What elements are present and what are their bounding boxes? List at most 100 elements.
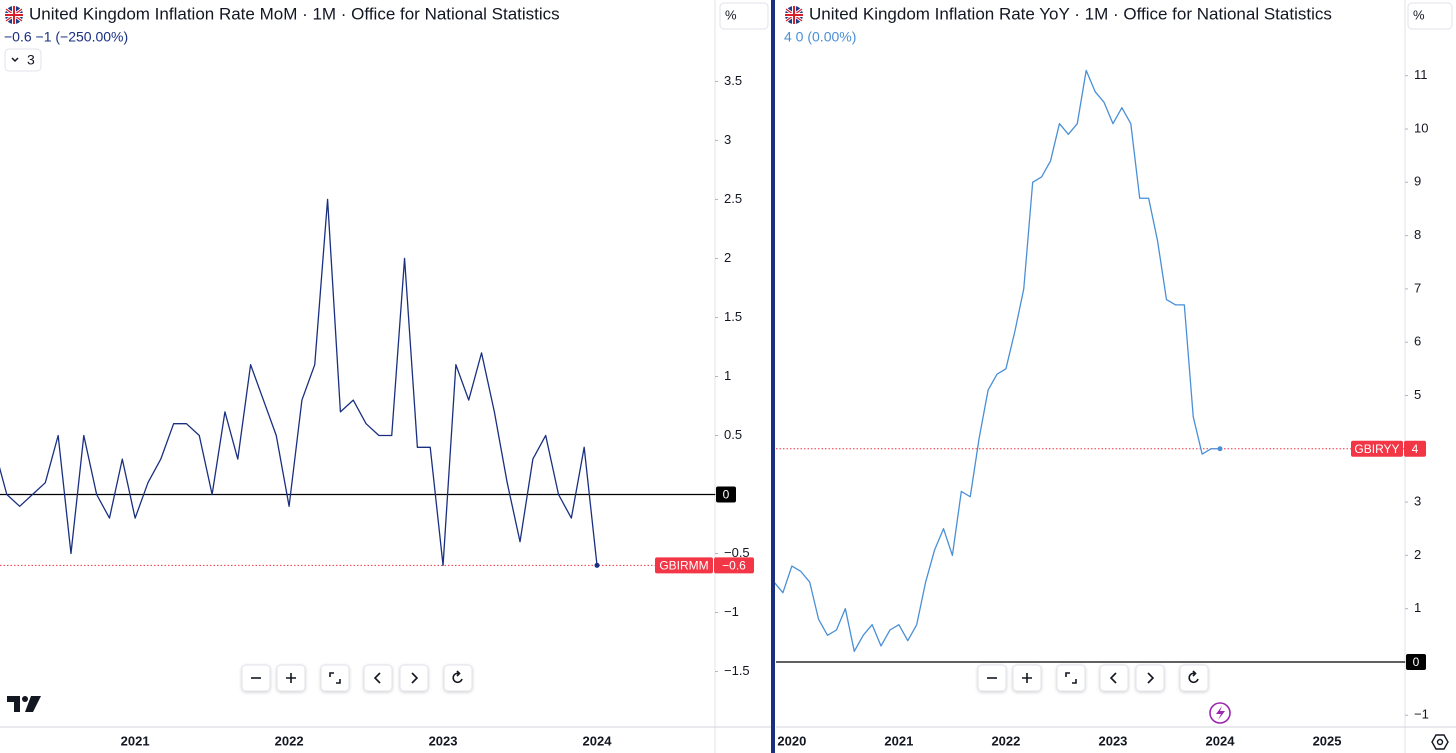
y-tick-label: 10 — [1414, 120, 1428, 135]
button-icon — [329, 672, 341, 684]
series-name-badge: GBIRYY — [1351, 440, 1403, 457]
series-name-badge-bg — [1351, 440, 1403, 457]
last-point — [594, 562, 600, 568]
button-bg — [363, 664, 393, 692]
series-line — [0, 198, 598, 566]
y-tick-label: −1 — [1414, 707, 1429, 722]
button-icon — [1109, 672, 1117, 684]
scroll-left-button[interactable] — [1099, 664, 1129, 692]
fullscreen-button[interactable] — [320, 664, 350, 692]
settings-icon[interactable] — [1431, 734, 1449, 750]
x-tick-label: 2023 — [429, 733, 458, 748]
y-tick-label: 11 — [1414, 67, 1428, 82]
zoom-in-button[interactable] — [276, 664, 306, 692]
series-name-badge-bg — [655, 557, 713, 574]
y-tick-label: −0.5 — [724, 545, 750, 560]
last-point — [1217, 446, 1223, 452]
button-icon — [373, 672, 381, 684]
last-value-badge-bg — [1404, 440, 1426, 457]
zero-badge-bg — [716, 486, 736, 503]
y-tick-label: 9 — [1414, 174, 1421, 189]
pane-divider — [771, 0, 775, 753]
y-tick-label: −1 — [724, 604, 739, 619]
series-name-badge-text: GBIRMM — [659, 558, 708, 572]
reset-button[interactable] — [1179, 664, 1209, 692]
unit-button[interactable]: % — [1407, 2, 1453, 30]
y-tick-label: 2 — [724, 250, 731, 265]
flag-icon — [785, 6, 803, 24]
x-tick-label: 2022 — [275, 733, 304, 748]
x-tick-label: 2023 — [1098, 733, 1127, 748]
zero-badge: 0 — [716, 486, 736, 503]
button-icon — [286, 673, 296, 683]
y-tick-label: 0.5 — [724, 427, 742, 442]
button-bg — [1056, 664, 1086, 692]
button-icon — [1147, 672, 1155, 684]
y-tick-label: 5 — [1414, 387, 1421, 402]
x-tick-label: 2021 — [121, 733, 150, 748]
y-tick-label: 1 — [724, 368, 731, 383]
lightning-icon[interactable] — [1209, 702, 1231, 724]
y-tick-label: 1.5 — [724, 309, 742, 324]
unit-button[interactable]: % — [719, 2, 769, 30]
button-bg — [320, 664, 350, 692]
zoom-in-button[interactable] — [1012, 664, 1042, 692]
fullscreen-button[interactable] — [1056, 664, 1086, 692]
last-value-badge: 4 — [1404, 440, 1426, 457]
reset-button[interactable] — [443, 664, 473, 692]
indicator-count: 3 — [27, 52, 35, 68]
unit-label: % — [1413, 7, 1425, 22]
zero-badge-text: 0 — [723, 488, 730, 502]
button-bg — [443, 664, 473, 692]
x-tick-label: 2022 — [991, 733, 1020, 748]
y-tick-label: 3 — [1414, 494, 1421, 509]
zero-badge-text: 0 — [1413, 655, 1420, 669]
last-value-badge: −0.6 — [714, 557, 754, 574]
plot-layer: −1.5−1−0.500.511.522.533.520212022202320… — [0, 67, 1429, 748]
unit-label: % — [725, 7, 737, 22]
button-icon — [452, 670, 463, 684]
series-name-badge-text: GBIRYY — [1354, 442, 1399, 456]
y-tick-label: −1.5 — [724, 663, 750, 678]
x-tick-label: 2024 — [1206, 733, 1236, 748]
y-tick-label: 3.5 — [724, 73, 742, 88]
legend-readout: −0.6 −1 (−250.00%) — [4, 29, 128, 45]
series-line — [773, 69, 1220, 652]
y-tick-label: 8 — [1414, 227, 1421, 242]
scroll-right-button[interactable] — [1135, 664, 1165, 692]
x-tick-label: 2020 — [777, 733, 806, 748]
x-tick-label: 2021 — [884, 733, 913, 748]
button-bg — [1179, 664, 1209, 692]
x-tick-label: 2024 — [583, 733, 613, 748]
button-bg — [1135, 664, 1165, 692]
y-tick-label: 3 — [724, 132, 731, 147]
scroll-left-button[interactable] — [363, 664, 393, 692]
last-value-badge-text: −0.6 — [722, 558, 746, 572]
button-icon — [1188, 670, 1199, 684]
y-tick-label: 2 — [1414, 547, 1421, 562]
button-bg — [1099, 664, 1129, 692]
y-tick-label: 6 — [1414, 334, 1421, 349]
zero-badge-bg — [1406, 653, 1426, 670]
scroll-right-button[interactable] — [399, 664, 429, 692]
button-icon — [1065, 672, 1077, 684]
y-tick-label: 1 — [1414, 600, 1421, 615]
legend-readout: 4 0 (0.00%) — [784, 29, 856, 45]
button-bg — [399, 664, 429, 692]
last-value-badge-text: 4 — [1412, 442, 1419, 456]
last-value-badge-bg — [714, 557, 754, 574]
zoom-out-button[interactable] — [241, 664, 271, 692]
button-icon — [411, 672, 419, 684]
collapse-button[interactable]: 3 — [4, 48, 42, 72]
x-tick-label: 2025 — [1313, 733, 1342, 748]
zoom-out-button[interactable] — [977, 664, 1007, 692]
button-icon — [1022, 673, 1032, 683]
chart-title: United Kingdom Inflation Rate YoY · 1M ·… — [809, 4, 1332, 23]
flag-icon — [5, 6, 23, 24]
series-name-badge: GBIRMM — [655, 557, 713, 574]
logo — [7, 696, 41, 712]
y-tick-label: 2.5 — [724, 191, 742, 206]
zero-badge: 0 — [1406, 653, 1426, 670]
chart-title: United Kingdom Inflation Rate MoM · 1M ·… — [29, 4, 560, 23]
